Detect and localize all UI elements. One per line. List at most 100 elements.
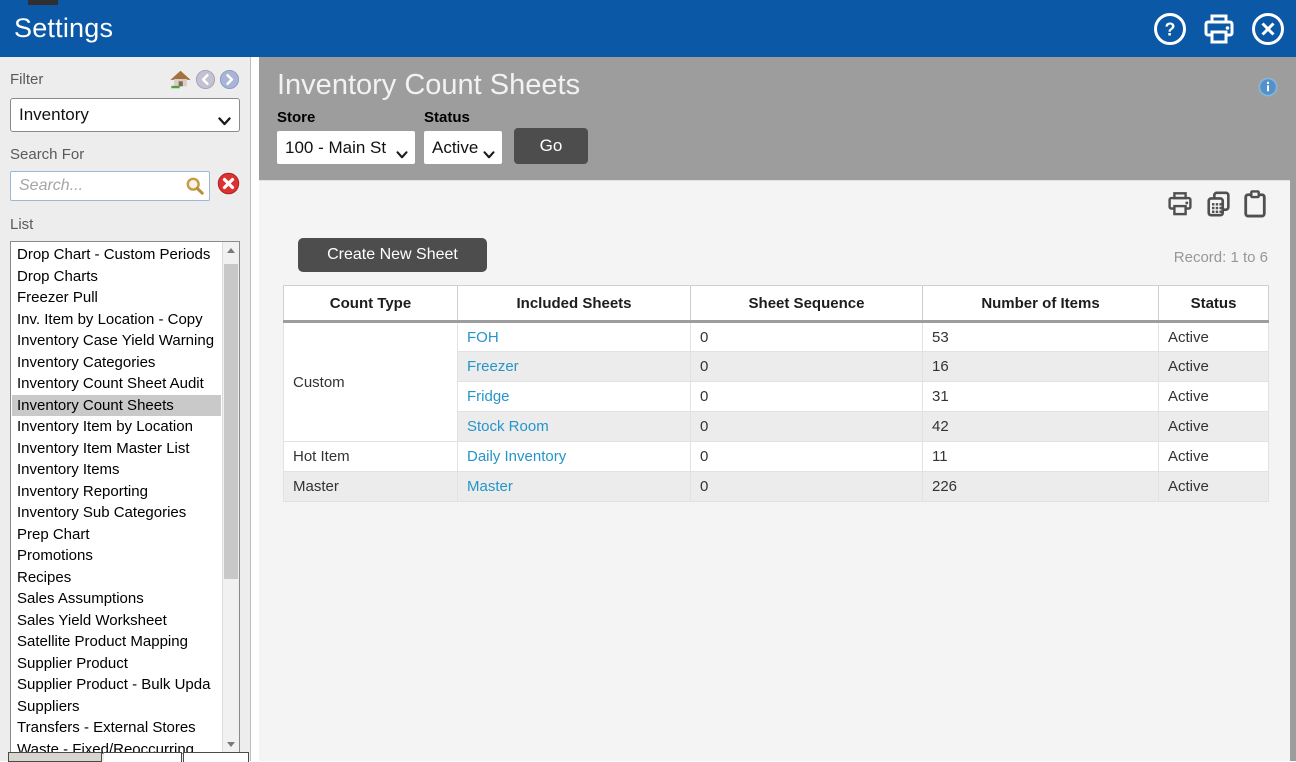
list-item[interactable]: Promotions [12, 545, 221, 567]
settings-list: Drop Chart - Custom PeriodsDrop ChartsFr… [10, 241, 240, 754]
go-button[interactable]: Go [514, 128, 588, 164]
status-cell: Active [1159, 322, 1269, 352]
chevron-down-icon [483, 144, 495, 164]
window-edge-artifact [28, 0, 58, 5]
info-icon[interactable] [1258, 77, 1278, 102]
close-icon[interactable] [1250, 11, 1286, 47]
list-item[interactable]: Inventory Item by Location [12, 416, 221, 438]
search-input[interactable] [10, 171, 210, 201]
count-type-cell: Hot Item [284, 442, 458, 472]
clear-search-icon[interactable] [217, 172, 240, 200]
svg-text:?: ? [1165, 19, 1176, 39]
list-item[interactable]: Inventory Case Yield Warning [12, 330, 221, 352]
count-type-cell: Custom [284, 322, 458, 442]
sheet-sequence-cell: 0 [691, 412, 923, 442]
column-header: Status [1159, 286, 1269, 322]
number-of-items-cell: 11 [923, 442, 1159, 472]
scroll-up-icon[interactable] [223, 242, 239, 259]
clipboard-icon[interactable] [1242, 189, 1268, 219]
titlebar: Settings ? [0, 0, 1296, 57]
included-sheet-cell: Freezer [458, 352, 691, 382]
create-new-sheet-button[interactable]: Create New Sheet [298, 238, 487, 272]
copy-grid-icon[interactable] [1205, 190, 1233, 219]
settings-list-items: Drop Chart - Custom PeriodsDrop ChartsFr… [12, 244, 221, 754]
included-sheet-cell: Master [458, 472, 691, 502]
table-row: MasterMaster0226Active [284, 472, 1269, 502]
table-row: CustomFOH053Active [284, 322, 1269, 352]
list-item[interactable]: Sales Yield Worksheet [12, 610, 221, 632]
count-sheets-table: Count TypeIncluded SheetsSheet SequenceN… [283, 285, 1269, 502]
filter-select-value: Inventory [19, 105, 89, 125]
sidebar: Filter [0, 57, 251, 761]
sheet-sequence-cell: 0 [691, 322, 923, 352]
number-of-items-cell: 31 [923, 382, 1159, 412]
list-item[interactable]: Inventory Reporting [12, 481, 221, 503]
back-icon[interactable] [195, 69, 216, 90]
list-item[interactable]: Transfers - External Stores [12, 717, 221, 739]
scroll-down-icon[interactable] [223, 736, 239, 753]
list-item[interactable]: Inv. Item by Location - Copy [12, 309, 221, 331]
list-scrollbar[interactable] [222, 242, 239, 753]
count-type-cell: Master [284, 472, 458, 502]
list-item[interactable]: Inventory Sub Categories [12, 502, 221, 524]
included-sheet-cell: Stock Room [458, 412, 691, 442]
list-item[interactable]: Recipes [12, 567, 221, 589]
content-area: Create New Sheet Record: 1 to 6 Count Ty… [259, 180, 1290, 761]
number-of-items-cell: 53 [923, 322, 1159, 352]
sheet-sequence-cell: 0 [691, 442, 923, 472]
list-item[interactable]: Supplier Product - Bulk Upda [12, 674, 221, 696]
list-item[interactable]: Drop Chart - Custom Periods [12, 244, 221, 266]
list-item[interactable]: Drop Charts [12, 266, 221, 288]
table-header: Count TypeIncluded SheetsSheet SequenceN… [284, 286, 1269, 322]
included-sheet-cell: FOH [458, 322, 691, 352]
number-of-items-cell: 16 [923, 352, 1159, 382]
list-item[interactable]: Satellite Product Mapping [12, 631, 221, 653]
filter-select[interactable]: Inventory [10, 98, 240, 132]
list-item[interactable]: Prep Chart [12, 524, 221, 546]
column-header: Count Type [284, 286, 458, 322]
scrollbar-thumb[interactable] [224, 264, 238, 579]
list-item[interactable]: Inventory Count Sheets [12, 395, 221, 417]
number-of-items-cell: 226 [923, 472, 1159, 502]
list-item[interactable]: Inventory Categories [12, 352, 221, 374]
sheet-link[interactable]: FOH [467, 329, 499, 346]
sheet-link[interactable]: Freezer [467, 358, 519, 375]
included-sheet-cell: Fridge [458, 382, 691, 412]
store-select[interactable]: 100 - Main St [277, 131, 415, 164]
status-label: Status [424, 109, 502, 126]
filter-label: Filter [10, 71, 43, 88]
status-select-value: Active [432, 138, 478, 158]
number-of-items-cell: 42 [923, 412, 1159, 442]
sheet-link[interactable]: Stock Room [467, 418, 549, 435]
table-row: Hot ItemDaily Inventory011Active [284, 442, 1269, 472]
sheet-link[interactable]: Fridge [467, 388, 510, 405]
help-icon[interactable]: ? [1152, 11, 1188, 47]
sheet-sequence-cell: 0 [691, 352, 923, 382]
list-item[interactable]: Inventory Item Master List [12, 438, 221, 460]
store-label: Store [277, 109, 415, 126]
list-item[interactable]: Suppliers [12, 696, 221, 718]
column-header: Included Sheets [458, 286, 691, 322]
print-icon[interactable] [1164, 190, 1196, 219]
sheet-link[interactable]: Daily Inventory [467, 448, 566, 465]
chevron-down-icon [396, 144, 408, 164]
search-icon[interactable] [185, 176, 205, 201]
main-panel: Inventory Count Sheets Store 100 - Main … [259, 57, 1296, 761]
list-item[interactable]: Freezer Pull [12, 287, 221, 309]
list-label: List [10, 216, 240, 233]
sheet-sequence-cell: 0 [691, 472, 923, 502]
list-item[interactable]: Inventory Items [12, 459, 221, 481]
forward-icon[interactable] [219, 69, 240, 90]
sheet-link[interactable]: Master [467, 478, 513, 495]
list-item[interactable]: Inventory Count Sheet Audit [12, 373, 221, 395]
chevron-down-icon [218, 111, 231, 131]
list-item[interactable]: Sales Assumptions [12, 588, 221, 610]
list-item[interactable]: Supplier Product [12, 653, 221, 675]
record-count: Record: 1 to 6 [1174, 249, 1268, 266]
status-select[interactable]: Active [424, 131, 502, 164]
print-icon[interactable] [1199, 11, 1239, 47]
column-header: Sheet Sequence [691, 286, 923, 322]
status-cell: Active [1159, 352, 1269, 382]
main-header: Inventory Count Sheets Store 100 - Main … [259, 57, 1296, 180]
home-icon[interactable] [169, 68, 192, 90]
